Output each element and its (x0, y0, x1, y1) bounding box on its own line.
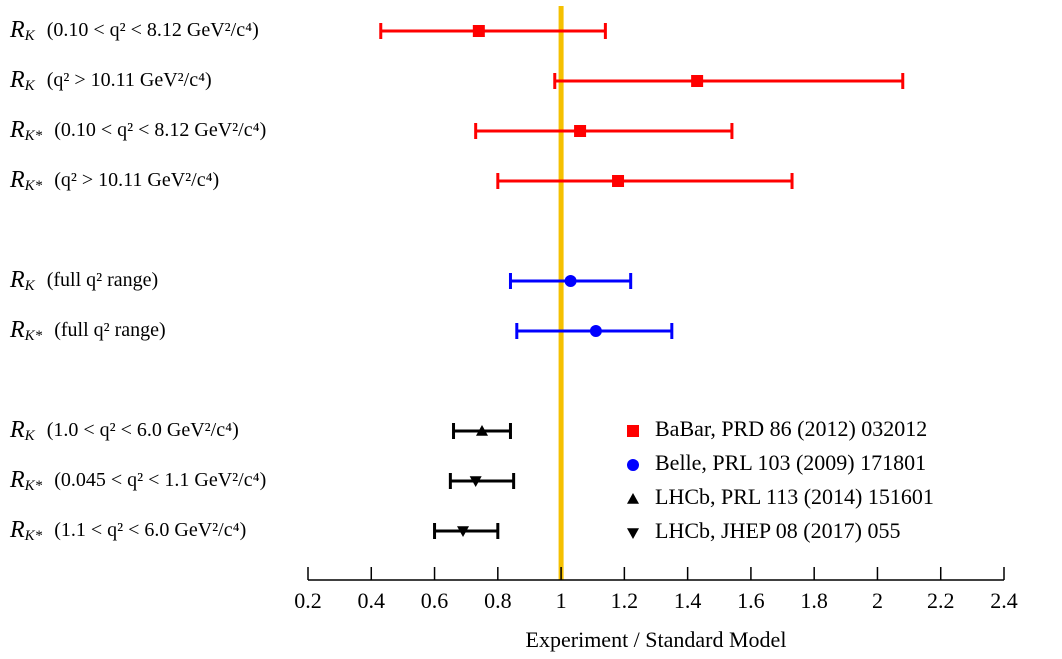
row-label: RK (full q² range) (9, 267, 158, 295)
symbol: R (9, 17, 25, 43)
range: (q² > 10.11 GeV²/c⁴) (54, 169, 219, 191)
range: (q² > 10.11 GeV²/c⁴) (47, 69, 212, 91)
row-label: RK* (0.045 < q² < 1.1 GeV²/c⁴) (9, 467, 266, 495)
symbol: R (9, 517, 25, 543)
symbol: R (9, 467, 25, 493)
marker (564, 275, 577, 287)
marker (691, 75, 704, 87)
range: (1.1 < q² < 6.0 GeV²/c⁴) (54, 519, 246, 541)
range: (0.10 < q² < 8.12 GeV²/c⁴) (47, 19, 259, 41)
marker (472, 25, 485, 37)
symbol-subscript: K* (24, 178, 43, 194)
symbol-subscript: K (24, 78, 36, 94)
marker (627, 459, 639, 471)
marker (469, 476, 482, 487)
row-label: RK* (full q² range) (9, 317, 166, 345)
range: (1.0 < q² < 6.0 GeV²/c⁴) (47, 419, 239, 441)
x-tick-label: 0.4 (358, 588, 386, 613)
row-label: RK* (1.1 < q² < 6.0 GeV²/c⁴) (9, 517, 246, 545)
row-label: RK* (q² > 10.11 GeV²/c⁴) (9, 167, 219, 195)
row-label: RK (0.10 < q² < 8.12 GeV²/c⁴) (9, 17, 259, 45)
x-tick-label: 0.2 (294, 588, 322, 613)
marker (574, 125, 587, 137)
symbol: R (9, 417, 25, 443)
symbol-subscript: K (24, 428, 36, 444)
marker (627, 528, 639, 539)
marker (457, 526, 470, 537)
row-label: RK (q² > 10.11 GeV²/c⁴) (9, 67, 212, 95)
legend-label: LHCb, PRL 113 (2014) 151601 (655, 484, 934, 509)
symbol: R (9, 167, 25, 193)
x-tick-label: 0.8 (484, 588, 512, 613)
x-tick-label: 0.6 (421, 588, 449, 613)
marker (612, 175, 625, 187)
symbol: R (9, 267, 25, 293)
symbol: R (9, 317, 25, 343)
legend-label: Belle, PRL 103 (2009) 171801 (655, 450, 926, 475)
x-axis-label: Experiment / Standard Model (526, 627, 787, 652)
x-tick-label: 1.6 (737, 588, 765, 613)
x-tick-label: 2 (872, 588, 883, 613)
symbol-subscript: K (24, 28, 36, 44)
legend-label: LHCb, JHEP 08 (2017) 055 (655, 518, 900, 543)
range: (0.045 < q² < 1.1 GeV²/c⁴) (54, 469, 266, 491)
symbol-subscript: K* (24, 528, 43, 544)
symbol-subscript: K (24, 278, 36, 294)
symbol: R (9, 117, 25, 143)
row-label: RK (1.0 < q² < 6.0 GeV²/c⁴) (9, 417, 239, 445)
legend-label: BaBar, PRD 86 (2012) 032012 (655, 416, 927, 441)
marker (627, 493, 639, 504)
symbol-subscript: K* (24, 328, 43, 344)
row-label: RK* (0.10 < q² < 8.12 GeV²/c⁴) (9, 117, 266, 145)
symbol-subscript: K* (24, 478, 43, 494)
symbol-subscript: K* (24, 128, 43, 144)
symbol: R (9, 67, 25, 93)
x-tick-label: 2.2 (927, 588, 955, 613)
marker (476, 425, 488, 436)
x-tick-label: 1.2 (611, 588, 639, 613)
x-tick-label: 2.4 (990, 588, 1018, 613)
x-tick-label: 1 (556, 588, 567, 613)
x-tick-label: 1.8 (800, 588, 828, 613)
marker (589, 325, 602, 337)
range: (full q² range) (54, 319, 166, 341)
x-tick-label: 1.4 (674, 588, 702, 613)
range: (full q² range) (47, 269, 159, 291)
range: (0.10 < q² < 8.12 GeV²/c⁴) (54, 119, 266, 141)
marker (627, 425, 639, 437)
